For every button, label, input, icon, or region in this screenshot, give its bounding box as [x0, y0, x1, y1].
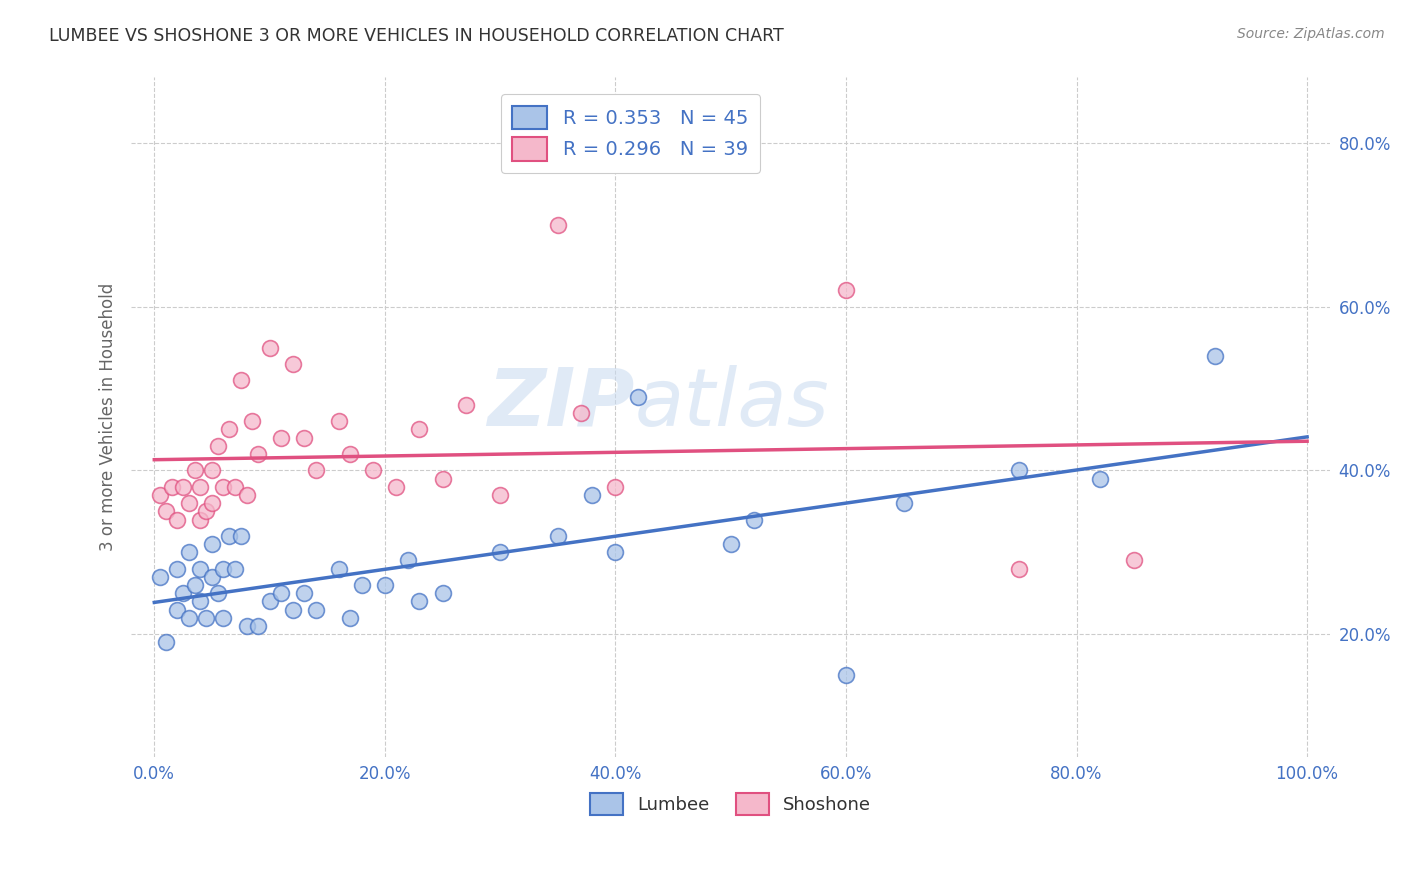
Y-axis label: 3 or more Vehicles in Household: 3 or more Vehicles in Household	[100, 283, 117, 551]
Point	[259, 341, 281, 355]
Point	[212, 480, 235, 494]
Point	[240, 414, 263, 428]
Point	[281, 602, 304, 616]
Point	[224, 562, 246, 576]
Point	[328, 414, 350, 428]
Point	[259, 594, 281, 608]
Point	[247, 619, 270, 633]
Point	[229, 373, 252, 387]
Point	[224, 480, 246, 494]
Point	[350, 578, 373, 592]
Point	[742, 512, 765, 526]
Point	[172, 480, 194, 494]
Point	[212, 611, 235, 625]
Point	[201, 570, 224, 584]
Point	[190, 512, 212, 526]
Point	[489, 488, 512, 502]
Point	[177, 545, 200, 559]
Point	[1008, 463, 1031, 477]
Point	[195, 504, 218, 518]
Point	[432, 472, 454, 486]
Point	[1088, 472, 1111, 486]
Point	[374, 578, 396, 592]
Point	[835, 283, 858, 297]
Text: LUMBEE VS SHOSHONE 3 OR MORE VEHICLES IN HOUSEHOLD CORRELATION CHART: LUMBEE VS SHOSHONE 3 OR MORE VEHICLES IN…	[49, 27, 785, 45]
Point	[166, 562, 188, 576]
Point	[177, 496, 200, 510]
Point	[201, 496, 224, 510]
Point	[149, 488, 172, 502]
Point	[166, 512, 188, 526]
Point	[166, 602, 188, 616]
Point	[270, 431, 292, 445]
Point	[195, 611, 218, 625]
Point	[835, 668, 858, 682]
Point	[408, 594, 430, 608]
Point	[281, 357, 304, 371]
Point	[339, 611, 361, 625]
Point	[1008, 562, 1031, 576]
Point	[218, 529, 240, 543]
Point	[172, 586, 194, 600]
Point	[155, 635, 177, 649]
Point	[190, 594, 212, 608]
Point	[207, 439, 229, 453]
Point	[235, 488, 257, 502]
Point	[155, 504, 177, 518]
Text: atlas: atlas	[634, 365, 830, 442]
Point	[720, 537, 742, 551]
Point	[201, 537, 224, 551]
Point	[183, 463, 205, 477]
Point	[247, 447, 270, 461]
Point	[489, 545, 512, 559]
Point	[385, 480, 408, 494]
Point	[212, 562, 235, 576]
Point	[547, 529, 569, 543]
Point	[229, 529, 252, 543]
Point	[339, 447, 361, 461]
Point	[363, 463, 385, 477]
Point	[396, 553, 419, 567]
Point	[270, 586, 292, 600]
Point	[305, 602, 328, 616]
Text: ZIP: ZIP	[488, 365, 634, 442]
Point	[627, 390, 650, 404]
Point	[605, 545, 627, 559]
Legend: Lumbee, Shoshone: Lumbee, Shoshone	[583, 786, 879, 822]
Point	[305, 463, 328, 477]
Point	[183, 578, 205, 592]
Point	[1204, 349, 1226, 363]
Point	[235, 619, 257, 633]
Point	[581, 488, 603, 502]
Point	[893, 496, 915, 510]
Point	[207, 586, 229, 600]
Point	[1123, 553, 1146, 567]
Point	[454, 398, 477, 412]
Point	[190, 562, 212, 576]
Text: Source: ZipAtlas.com: Source: ZipAtlas.com	[1237, 27, 1385, 41]
Point	[547, 218, 569, 232]
Point	[292, 586, 315, 600]
Point	[218, 422, 240, 436]
Point	[201, 463, 224, 477]
Point	[569, 406, 592, 420]
Point	[328, 562, 350, 576]
Point	[149, 570, 172, 584]
Point	[408, 422, 430, 436]
Point	[605, 480, 627, 494]
Point	[292, 431, 315, 445]
Point	[190, 480, 212, 494]
Point	[160, 480, 183, 494]
Point	[177, 611, 200, 625]
Point	[432, 586, 454, 600]
